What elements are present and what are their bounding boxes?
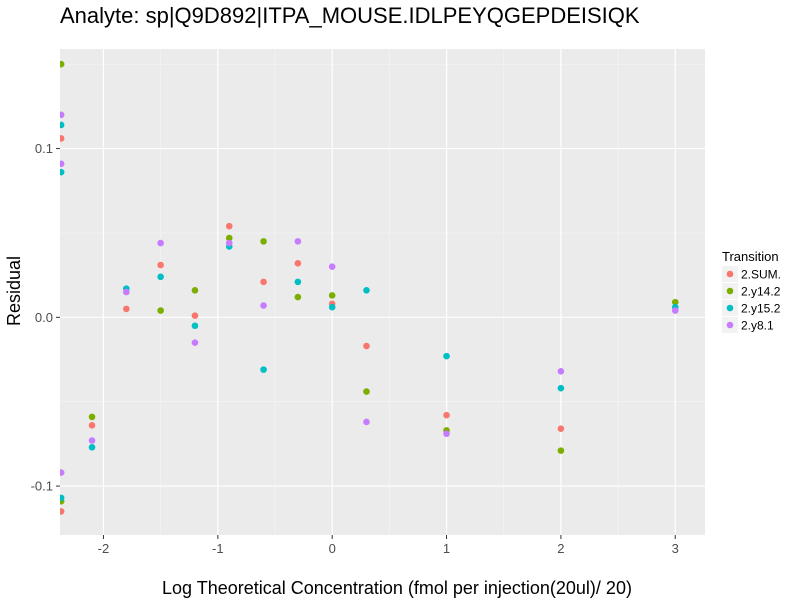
point-2-y14-2 [260,238,267,245]
y-axis-ticks: -0.1 0.0 0.1 [31,141,60,494]
point-2-y8-1 [123,288,130,296]
legend-label-2-y15-2: 2.y15.2 [741,302,781,316]
grid-major [60,49,705,535]
point-2-sum [157,261,164,269]
point-2-y8-1 [557,368,565,375]
legend-label-2-y14-2: 2.y14.2 [741,285,781,299]
legend-label-2-y8-1: 2.y8.1 [741,319,774,333]
point-2-sum [123,305,130,313]
point-2-sum [60,135,65,142]
legend-title: Transition [722,249,779,264]
legend-key-2-y8-1 [726,321,734,329]
y-tick-label: 0.1 [35,141,53,156]
point-2-y8-1 [328,263,336,270]
x-axis-ticks: -2 -1 0 1 2 3 [98,535,679,556]
legend-key-2-sum [726,270,734,278]
point-2-y15-2 [157,273,164,281]
point-2-y14-2 [157,307,164,314]
x-tick-label: 2 [557,541,564,556]
point-2-y8-1 [60,111,65,119]
point-2-y14-2 [60,60,65,68]
point-2-y15-2 [191,322,199,330]
point-2-y8-1 [191,339,199,346]
point-2-y8-1 [260,302,267,309]
point-2-y8-1 [157,239,164,247]
point-2-y14-2 [671,298,679,306]
x-tick-label: -2 [98,541,110,556]
point-2-sum [294,260,302,267]
legend-key-2-y14-2 [726,287,734,295]
point-2-y8-1 [88,437,96,444]
point-2-sum [557,425,565,432]
point-2-y15-2 [88,443,96,451]
point-2-sum [443,411,450,419]
y-tick-label: 0.0 [35,310,53,325]
x-axis-title: Log Theoretical Concentration (fmol per … [162,578,632,598]
point-2-y15-2 [60,494,65,502]
point-2-y8-1 [60,160,65,168]
chart-title: Analyte: sp|Q9D892|ITPA_MOUSE.IDLPEYQGEP… [60,3,640,28]
point-2-sum [225,222,233,230]
point-2-sum [363,342,370,350]
point-2-y14-2 [191,287,199,294]
point-2-y14-2 [363,388,370,395]
point-2-y8-1 [363,418,370,426]
x-tick-label: 1 [443,541,450,556]
point-2-y15-2 [328,303,336,311]
legend: Transition 2.SUM. 2.y14.2 2.y15.2 2.y8.1 [722,249,781,333]
point-2-y14-2 [557,447,565,454]
legend-label-2-sum: 2.SUM. [741,268,781,282]
y-tick-label: -0.1 [31,479,53,494]
y-axis-title: Residual [4,256,24,326]
point-2-y14-2 [88,413,96,421]
point-2-y8-1 [225,239,233,247]
data-points [60,60,679,515]
point-2-sum [191,312,199,319]
point-2-sum [260,278,267,286]
plot-panel [60,49,705,535]
x-tick-label: 3 [672,541,679,556]
point-2-y8-1 [443,430,450,438]
x-tick-label: -1 [212,541,224,556]
point-2-y14-2 [225,234,233,242]
point-2-y15-2 [363,287,370,294]
point-2-y8-1 [60,469,65,476]
point-2-sum [88,422,96,429]
point-2-y15-2 [260,366,267,373]
x-tick-label: 0 [329,541,336,556]
point-2-sum [60,508,65,515]
grid-minor [60,49,705,535]
point-2-y8-1 [671,307,679,314]
legend-key-2-y15-2 [726,304,734,312]
point-2-y15-2 [60,168,65,176]
point-2-y8-1 [294,238,302,245]
point-2-y15-2 [557,384,565,392]
point-2-y14-2 [328,292,336,299]
point-2-y15-2 [443,352,450,360]
point-2-y14-2 [294,293,302,301]
point-2-y15-2 [60,121,65,129]
point-2-y15-2 [294,278,302,286]
